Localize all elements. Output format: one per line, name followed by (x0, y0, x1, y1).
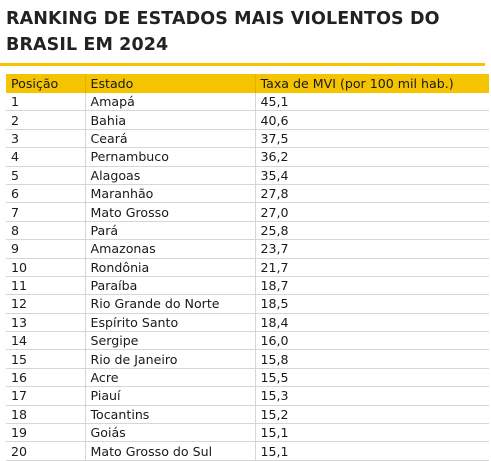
table-row: 11 Paraíba 18,7 (6, 276, 489, 296)
cell-estado: Paraíba (84, 276, 255, 296)
cell-estado: Mato Grosso do Sul (84, 441, 255, 461)
table-row: 5 Alagoas 35,4 (6, 166, 489, 185)
cell-taxa: 37,5 (254, 129, 489, 149)
cell-estado: Rio Grande do Norte (84, 294, 255, 314)
table-row: 17 Piauí 15,3 (6, 386, 489, 406)
cell-estado: Rio de Janeiro (84, 349, 255, 369)
cell-taxa: 36,2 (254, 147, 489, 167)
cell-posicao: 1 (6, 93, 85, 112)
cell-posicao: 11 (6, 276, 85, 296)
page: RANKING DE ESTADOS MAIS VIOLENTOS DO BRA… (0, 9, 489, 461)
table-row: 14 Sergipe 16,0 (6, 331, 489, 351)
table-row: 12 Rio Grande do Norte 18,5 (6, 294, 489, 314)
cell-taxa: 15,1 (254, 441, 489, 461)
table-header-row: Posição Estado Taxa de MVI (por 100 mil … (6, 74, 489, 93)
header-posicao: Posição (11, 76, 59, 91)
cell-taxa: 45,1 (254, 93, 489, 112)
cell-taxa: 27,0 (254, 202, 489, 222)
cell-taxa: 18,4 (254, 313, 489, 333)
cell-posicao: 7 (6, 202, 85, 222)
cell-posicao: 15 (6, 349, 85, 369)
cell-posicao: 4 (6, 147, 85, 167)
cell-estado: Amapá (84, 93, 255, 112)
cell-estado: Goiás (84, 423, 255, 443)
cell-posicao: 20 (6, 441, 85, 461)
table-row: 2 Bahia 40,6 (6, 110, 489, 130)
cell-estado: Maranhão (84, 184, 255, 204)
cell-estado: Pará (84, 221, 255, 241)
cell-posicao: 9 (6, 239, 85, 259)
table-row: 9 Amazonas 23,7 (6, 239, 489, 259)
table-body: 1 Amapá 45,1 2 Bahia 40,6 3 Ceará 37,5 4 Pernambuc… (6, 93, 489, 461)
cell-taxa: 18,5 (254, 294, 489, 314)
cell-posicao: 14 (6, 331, 85, 351)
cell-taxa: 23,7 (254, 239, 489, 259)
table-row: 19 Goiás 15,1 (6, 423, 489, 443)
cell-posicao: 17 (6, 386, 85, 406)
title-divider (0, 63, 485, 66)
cell-estado: Ceará (84, 129, 255, 149)
cell-posicao: 6 (6, 184, 85, 204)
cell-estado: Bahia (84, 110, 255, 130)
table-row: 7 Mato Grosso 27,0 (6, 202, 489, 222)
ranking-table: Posição Estado Taxa de MVI (por 100 mil … (6, 74, 489, 461)
page-title: RANKING DE ESTADOS MAIS VIOLENTOS DO BRA… (6, 9, 440, 55)
header-taxa: Taxa de MVI (por 100 mil hab.) (254, 74, 489, 93)
cell-taxa: 15,2 (254, 405, 489, 425)
cell-estado: Mato Grosso (84, 202, 255, 222)
cell-estado: Rondônia (84, 258, 255, 277)
cell-posicao: 8 (6, 221, 85, 241)
cell-posicao: 2 (6, 110, 85, 130)
cell-taxa: 15,8 (254, 349, 489, 369)
cell-estado: Pernambuco (84, 147, 255, 167)
table-row: 1 Amapá 45,1 (6, 93, 489, 112)
cell-estado: Amazonas (84, 239, 255, 259)
table-row: 15 Rio de Janeiro 15,8 (6, 349, 489, 369)
cell-posicao: 5 (6, 166, 85, 185)
table-row: 20 Mato Grosso do Sul 15,1 (6, 441, 489, 461)
cell-posicao: 10 (6, 258, 85, 277)
table-row: 4 Pernambuco 36,2 (6, 147, 489, 167)
table-row: 10 Rondônia 21,7 (6, 258, 489, 277)
cell-posicao: 18 (6, 405, 85, 425)
table-row: 8 Pará 25,8 (6, 221, 489, 241)
cell-estado: Piauí (84, 386, 255, 406)
cell-estado: Sergipe (84, 331, 255, 351)
cell-taxa: 40,6 (254, 110, 489, 130)
cell-estado: Acre (84, 368, 255, 388)
table-row: 18 Tocantins 15,2 (6, 405, 489, 425)
cell-estado: Alagoas (84, 166, 255, 185)
cell-estado: Espírito Santo (84, 313, 255, 333)
cell-posicao: 13 (6, 313, 85, 333)
cell-taxa: 15,3 (254, 386, 489, 406)
table-row: 6 Maranhão 27,8 (6, 184, 489, 204)
table-row: 16 Acre 15,5 (6, 368, 489, 388)
table-row: 3 Ceará 37,5 (6, 129, 489, 149)
cell-posicao: 19 (6, 423, 85, 443)
cell-taxa: 16,0 (254, 331, 489, 351)
cell-taxa: 15,1 (254, 423, 489, 443)
cell-estado: Tocantins (84, 405, 255, 425)
cell-posicao: 12 (6, 294, 85, 314)
cell-taxa: 21,7 (254, 258, 489, 277)
table-row: 13 Espírito Santo 18,4 (6, 313, 489, 333)
cell-taxa: 18,7 (254, 276, 489, 296)
cell-taxa: 35,4 (254, 166, 489, 185)
cell-taxa: 25,8 (254, 221, 489, 241)
cell-taxa: 27,8 (254, 184, 489, 204)
cell-posicao: 3 (6, 129, 85, 149)
cell-posicao: 16 (6, 368, 85, 388)
header-estado: Estado (84, 74, 255, 93)
cell-taxa: 15,5 (254, 368, 489, 388)
